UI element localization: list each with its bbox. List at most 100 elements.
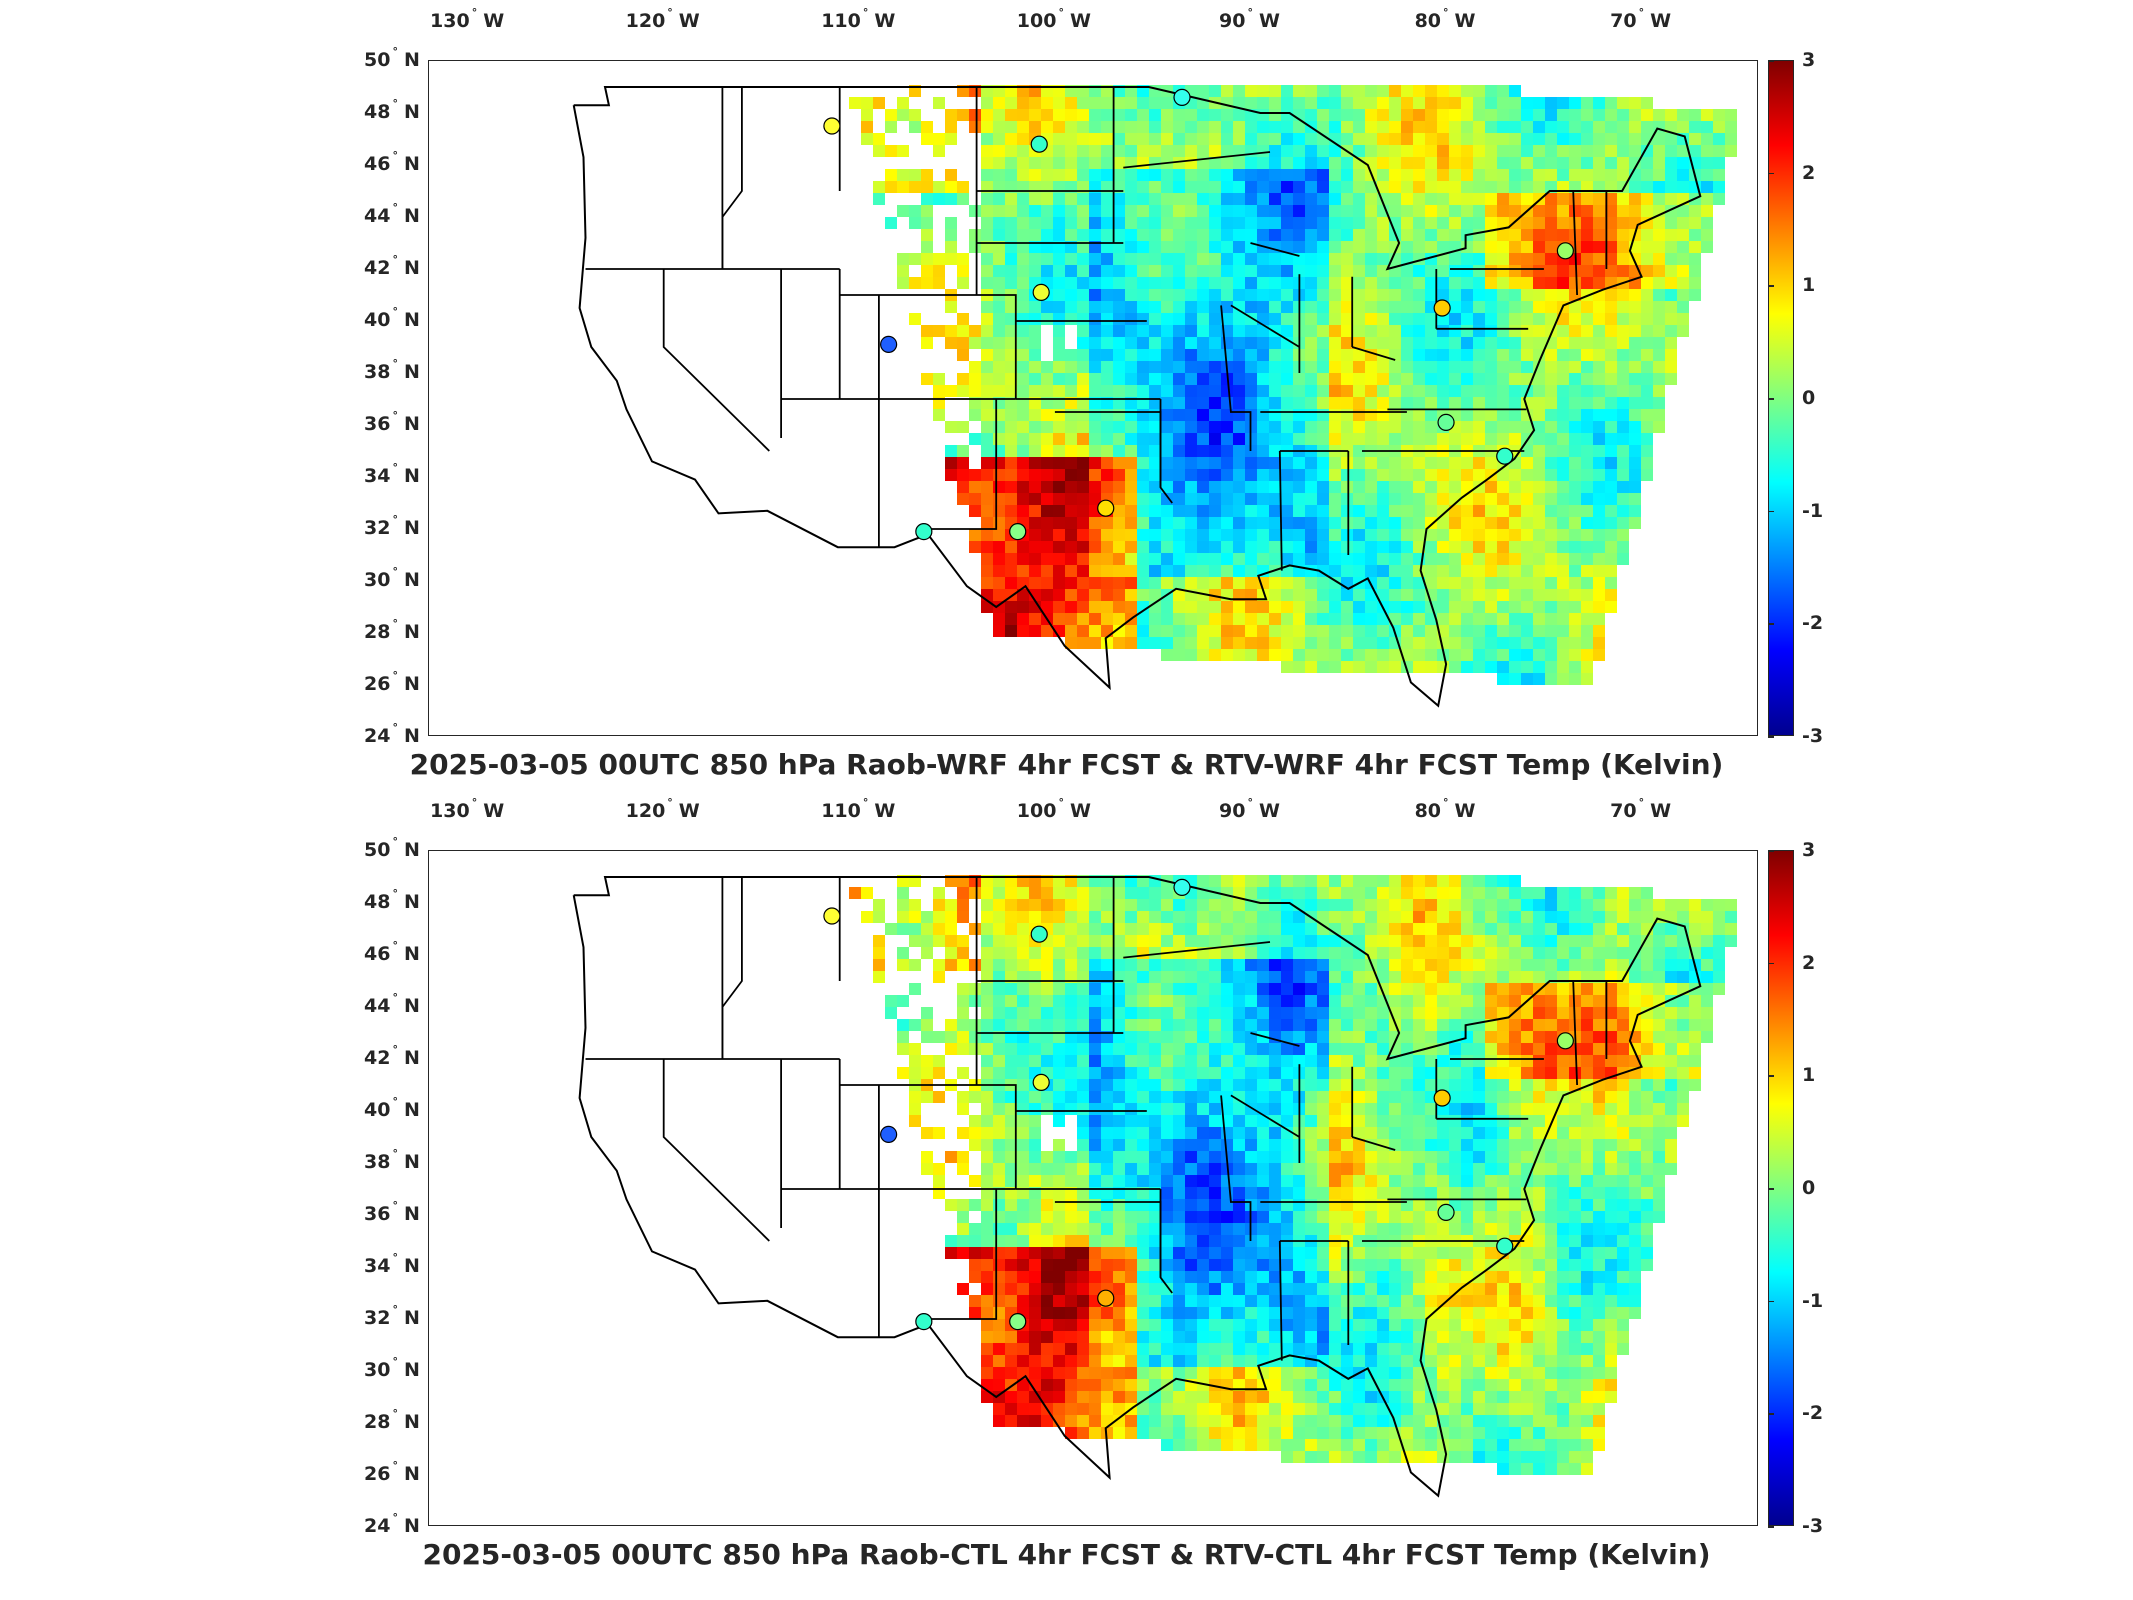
state-border: [1351, 346, 1396, 361]
colorbar-tick-label: -1: [1802, 499, 1824, 522]
degree-symbol: °: [392, 149, 398, 162]
state-borders: [585, 87, 1608, 571]
latitude-tick-label: 42 ° N: [364, 253, 420, 279]
degree-symbol: °: [392, 1355, 398, 1368]
colorbar-tick-label: 0: [1802, 387, 1816, 409]
raob-station-marker: [1009, 1313, 1027, 1331]
raob-station-marker: [1030, 925, 1048, 943]
hemisphere: W: [1454, 10, 1476, 32]
map-raob-ctl: [428, 850, 1758, 1526]
hemisphere: W: [483, 10, 505, 32]
degree-symbol: °: [392, 1147, 398, 1160]
colorbar-tick-label: 0: [1802, 1177, 1816, 1199]
colorbar-tick-mark: [1768, 623, 1774, 625]
raob-station-marker: [1496, 1237, 1514, 1255]
hemisphere: N: [403, 673, 420, 695]
hemisphere: N: [403, 839, 420, 861]
tick-value: 110: [821, 10, 861, 32]
hemisphere: N: [403, 943, 420, 965]
state-border: [1250, 1032, 1300, 1047]
latitude-tick-label: 46 ° N: [364, 149, 420, 175]
tick-value: 38: [364, 1151, 391, 1173]
longitude-tick-label: 110 ° W: [821, 796, 896, 822]
tick-value: 130: [430, 10, 470, 32]
raob-station-marker: [1030, 135, 1048, 153]
hemisphere: W: [483, 800, 505, 822]
tick-value: 34: [364, 465, 391, 487]
colorbar-tick-label: 2: [1802, 161, 1816, 184]
hemisphere: N: [403, 1515, 420, 1537]
tick-value: 44: [364, 995, 391, 1017]
tick-value: 36: [364, 413, 391, 435]
raob-station-marker: [1437, 413, 1455, 431]
degree-symbol: °: [1247, 796, 1253, 809]
tick-value: 24: [364, 725, 391, 747]
colorbar-tick-label: 3: [1802, 839, 1816, 861]
latitude-tick-label: 36 ° N: [364, 1199, 420, 1225]
state-border: [925, 1189, 998, 1320]
tick-value: 32: [364, 1307, 391, 1329]
degree-symbol: °: [1638, 796, 1645, 809]
tick-value: 70: [1610, 10, 1637, 32]
temperature-field: [849, 875, 1737, 1475]
hemisphere: N: [403, 1307, 420, 1329]
hemisphere: N: [403, 413, 420, 435]
raob-station-marker: [1173, 878, 1191, 897]
colorbar-tick-mark: [1768, 1188, 1774, 1190]
hemisphere: N: [403, 153, 420, 175]
latitude-tick-label: 30 ° N: [364, 565, 420, 591]
state-border: [1278, 1240, 1283, 1361]
tick-value: 50: [364, 49, 391, 71]
degree-symbol: °: [392, 939, 398, 952]
tick-value: 34: [364, 1255, 391, 1277]
latitude-tick-label: 50 ° N: [364, 45, 420, 71]
degree-symbol: °: [667, 796, 673, 809]
longitude-tick-label: 80 ° W: [1415, 796, 1476, 822]
degree-symbol: °: [862, 6, 869, 19]
latitude-tick-label: 48 ° N: [364, 97, 420, 123]
raob-station-marker: [823, 117, 841, 135]
raob-station-marker: [1032, 283, 1050, 301]
latitude-tick-label: 40 ° N: [364, 305, 420, 331]
colorbar-tick-mark: [1768, 398, 1774, 400]
hemisphere: W: [874, 800, 896, 822]
hemisphere: N: [403, 101, 420, 123]
hemisphere: W: [1650, 10, 1672, 32]
degree-symbol: °: [1443, 6, 1449, 19]
hemisphere: N: [403, 49, 420, 71]
latitude-tick-label: 38 ° N: [364, 357, 420, 383]
latitude-tick-label: 44 ° N: [364, 201, 420, 227]
hemisphere: N: [403, 361, 420, 383]
hemisphere: N: [403, 1047, 420, 1069]
colorbar-tick-mark: [1768, 1526, 1774, 1528]
tick-value: 40: [364, 1099, 391, 1121]
longitude-tick-label: 110 ° W: [821, 6, 895, 32]
raob-station-marker: [1433, 1089, 1451, 1107]
degree-symbol: °: [392, 1199, 398, 1212]
degree-symbol: °: [392, 1459, 398, 1472]
temperature-field: [849, 85, 1737, 685]
hemisphere: N: [403, 1151, 420, 1173]
tick-value: 90: [1219, 10, 1246, 32]
latitude-tick-label: 34 ° N: [364, 461, 420, 487]
raob-station-marker: [1437, 1203, 1455, 1221]
latitude-tick-label: 40 ° N: [364, 1095, 420, 1121]
colorbar-tick-label: -3: [1802, 725, 1824, 747]
longitude-tick-label: 70 ° W: [1610, 6, 1672, 32]
latitude-tick-label: 34 ° N: [364, 1251, 420, 1277]
state-border: [662, 1059, 770, 1242]
degree-symbol: °: [392, 617, 398, 630]
colorbar-tick-mark: [1768, 1300, 1774, 1303]
colorbar-tick-mark: [1768, 172, 1774, 175]
hemisphere: W: [1069, 800, 1091, 822]
latitude-tick-label: 26 ° N: [364, 1459, 420, 1485]
state-border: [1220, 1095, 1252, 1241]
tick-value: 40: [364, 309, 391, 331]
raob-station-marker: [880, 1125, 898, 1143]
latitude-tick-label: 42 ° N: [364, 1043, 420, 1069]
tick-value: 42: [364, 257, 391, 279]
raob-station-marker: [1097, 1289, 1115, 1307]
hemisphere: N: [403, 569, 420, 591]
tick-value: 28: [364, 1411, 391, 1433]
degree-symbol: °: [392, 835, 398, 848]
